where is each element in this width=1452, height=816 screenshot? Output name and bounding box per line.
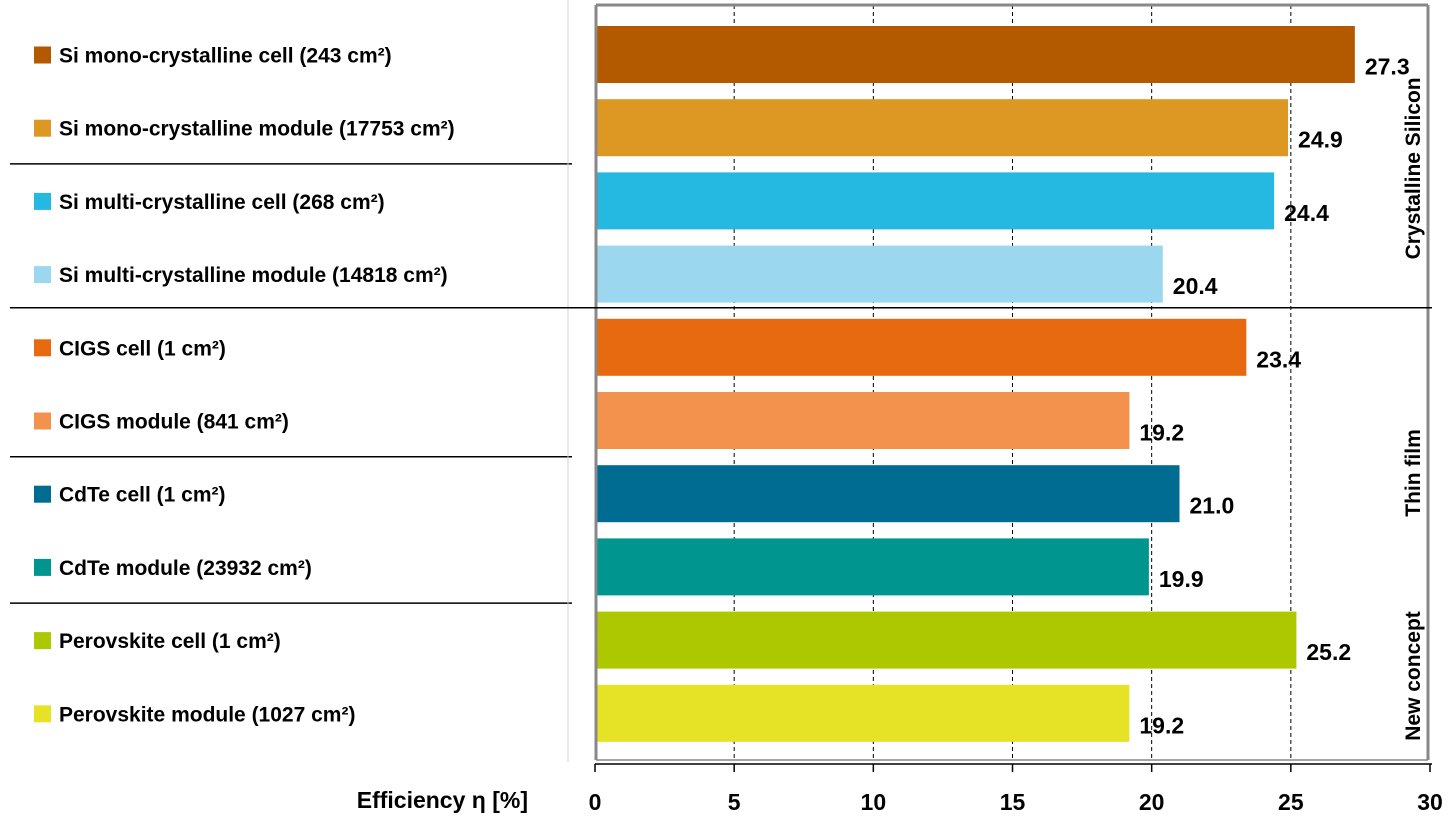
legend-label: Si multi-crystalline module (14818 cm²)	[59, 264, 448, 287]
legend-label: CdTe module (23932 cm²)	[59, 557, 312, 580]
legend-label: CIGS module (841 cm²)	[59, 411, 289, 434]
bar-value-label: 25.2	[1306, 639, 1351, 665]
legend-swatch	[34, 119, 51, 137]
legend-swatch	[34, 192, 51, 210]
x-tick-label: 15	[1000, 789, 1026, 815]
x-axis: 0 5 10 15 20 25 30 Efficiency η [%]	[357, 763, 1443, 815]
bar-value-label: 24.9	[1298, 127, 1343, 153]
bar-value-label: 21.0	[1190, 493, 1235, 519]
legend-swatch	[34, 339, 51, 357]
legend-label: Perovskite cell (1 cm²)	[59, 630, 281, 653]
bar	[595, 538, 1149, 596]
bar-value-label: 23.4	[1256, 346, 1301, 372]
group-label: New concept	[1402, 611, 1425, 741]
legend-label: Perovskite module (1027 cm²)	[59, 703, 355, 726]
legend-swatch	[34, 412, 51, 430]
bars: 27.3 24.9 24.4 20.4 23.4 19.2 21.0 19.9 25.2 19.2	[595, 26, 1410, 742]
group-labels: Crystalline Silicon Thin film New concept	[10, 77, 1432, 741]
bar	[595, 172, 1275, 230]
bar	[595, 392, 1130, 449]
bar	[595, 245, 1163, 303]
bar	[595, 611, 1297, 669]
legend-swatch	[34, 46, 51, 64]
x-tick-label: 25	[1278, 789, 1304, 815]
bar	[595, 26, 1355, 83]
legend-swatch	[34, 705, 51, 723]
x-tick-label: 20	[1139, 789, 1165, 815]
legend-swatch	[34, 558, 51, 576]
group-label: Crystalline Silicon	[1402, 77, 1425, 259]
bar-value-label: 27.3	[1365, 54, 1410, 80]
legend-label: Si multi-crystalline cell (268 cm²)	[59, 191, 385, 214]
legend: Si mono-crystalline cell (243 cm²) Si mon…	[10, 0, 572, 762]
legend-swatch	[34, 266, 51, 284]
x-tick-label: 30	[1417, 789, 1443, 815]
bar	[595, 318, 1247, 376]
x-tick-label: 10	[861, 789, 887, 815]
x-tick-label: 0	[589, 789, 602, 815]
legend-swatch	[34, 632, 51, 650]
x-axis-title: Efficiency η [%]	[357, 787, 528, 813]
bar	[595, 99, 1289, 157]
bar	[595, 684, 1130, 742]
legend-label: CdTe cell (1 cm²)	[59, 484, 225, 507]
legend-label: Si mono-crystalline cell (243 cm²)	[59, 45, 392, 68]
x-tick-label: 5	[728, 789, 741, 815]
bar-value-label: 19.2	[1139, 712, 1184, 738]
bar-value-label: 20.4	[1173, 273, 1218, 299]
bar-value-label: 19.2	[1139, 420, 1184, 446]
bar	[595, 465, 1180, 523]
legend-label: Si mono-crystalline module (17753 cm²)	[59, 118, 455, 141]
group-label: Thin film	[1402, 429, 1425, 517]
legend-label: CIGS cell (1 cm²)	[59, 337, 226, 360]
bar-value-label: 24.4	[1284, 200, 1329, 226]
bar-value-label: 19.9	[1159, 566, 1204, 592]
legend-swatch	[34, 485, 51, 503]
plot-frame	[594, 3, 1430, 761]
